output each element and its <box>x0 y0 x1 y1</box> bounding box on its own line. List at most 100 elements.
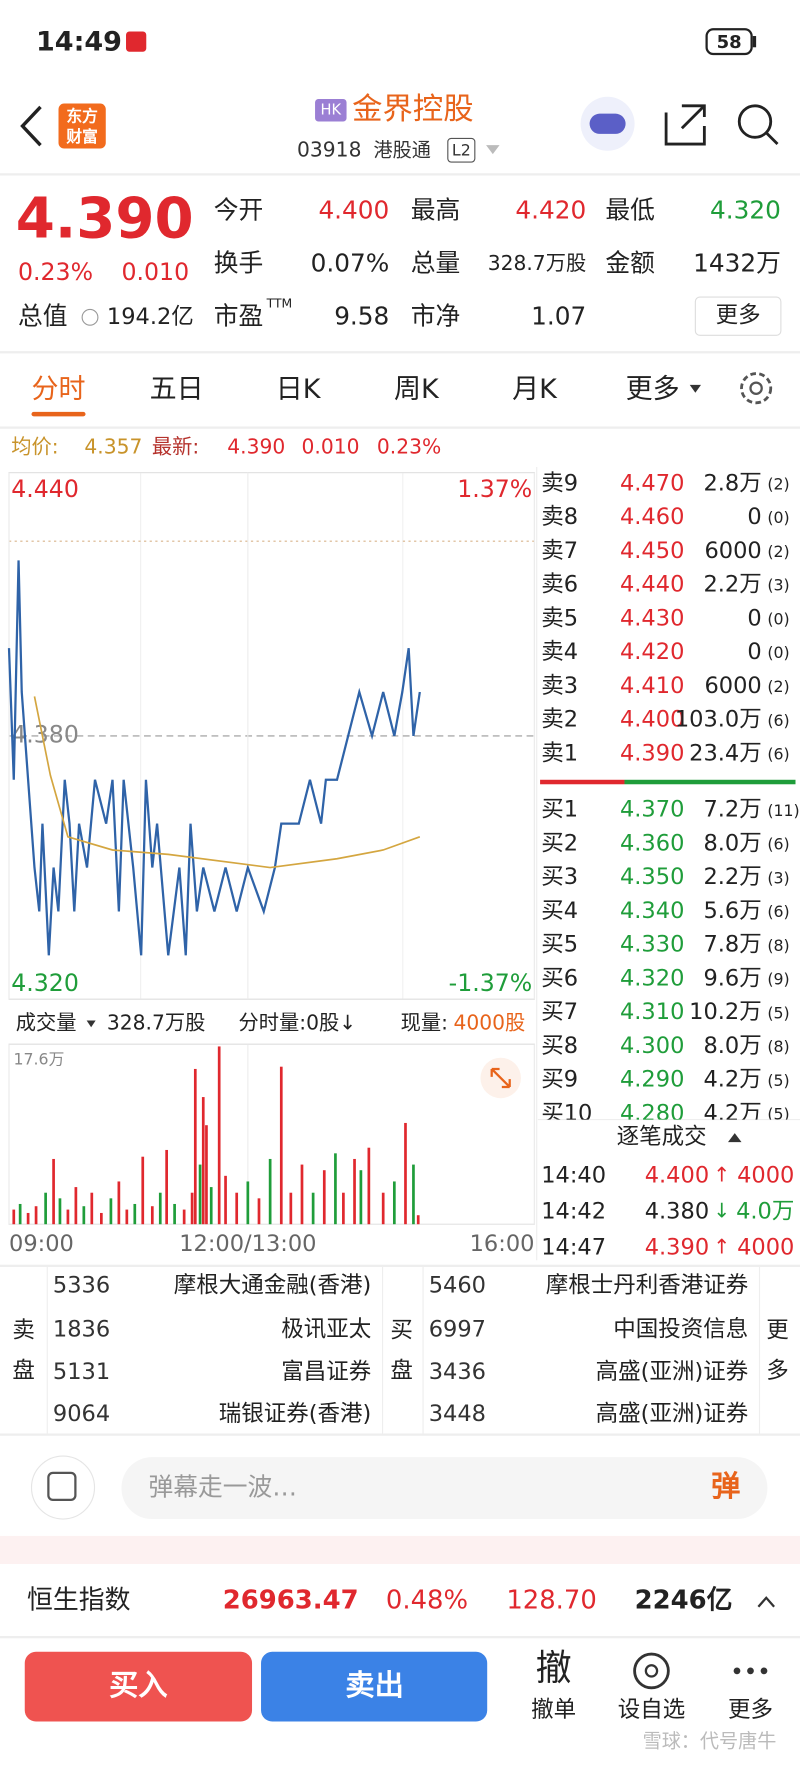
tab[interactable]: 日K <box>276 374 322 405</box>
danmaku-button[interactable]: 弹 <box>711 1469 740 1503</box>
cancel-icon[interactable]: 撤 <box>536 1648 572 1689</box>
trade-price: 4.380 <box>645 1198 709 1224</box>
more-label[interactable]: 更多 <box>716 303 761 329</box>
book-volume: 10.2万 <box>689 999 762 1025</box>
book-count: (2) <box>767 474 789 493</box>
stat-label: 总量 <box>411 248 461 277</box>
volume-bar <box>141 1156 145 1225</box>
more-dot[interactable] <box>760 1667 768 1675</box>
sell-button[interactable] <box>261 1651 488 1722</box>
current-label: 现量: <box>401 1010 448 1034</box>
watch-icon[interactable] <box>633 1652 670 1690</box>
book-count: (6) <box>767 902 789 921</box>
connect-label: 港股通 <box>374 138 431 161</box>
book-volume: 6000 <box>704 673 761 699</box>
volume-bar <box>117 1181 121 1225</box>
book-count: (6) <box>767 745 789 764</box>
tab[interactable]: 分时 <box>32 374 86 405</box>
broker-more[interactable]: 更 <box>766 1318 789 1344</box>
book-label: 卖6 <box>541 572 578 598</box>
more-dot[interactable] <box>733 1667 741 1675</box>
volume-bar <box>392 1181 396 1225</box>
stat-label: 换手 <box>214 248 264 277</box>
volume-label[interactable]: 成交量 <box>16 1010 77 1034</box>
trades-toggle[interactable] <box>727 1133 742 1143</box>
battery-tip <box>752 36 757 48</box>
index-change-pct: 0.48% <box>386 1586 468 1616</box>
y-tick-label: 17.6万 <box>14 1049 65 1068</box>
book-volume: 7.2万 <box>703 797 761 823</box>
buy-button[interactable] <box>24 1651 253 1722</box>
book-count: (3) <box>767 868 789 887</box>
comment-input[interactable] <box>121 1457 768 1520</box>
stat-label: 金额 <box>605 248 655 277</box>
more-dot[interactable] <box>747 1667 754 1675</box>
book-price: 4.410 <box>620 673 684 699</box>
battery <box>705 28 753 56</box>
volume-bar <box>193 1068 197 1225</box>
buy-label[interactable]: 买入 <box>109 1668 167 1702</box>
book-volume: 9.6万 <box>703 965 761 991</box>
share-icon[interactable] <box>664 104 706 146</box>
volume-bar <box>58 1198 62 1225</box>
book-count: (5) <box>767 1003 789 1022</box>
broker-more[interactable]: 多 <box>766 1358 789 1384</box>
volume-bar <box>158 1192 162 1225</box>
volume-bar <box>300 1164 304 1225</box>
avg-price: 4.357 <box>84 434 142 458</box>
tab-dropdown[interactable] <box>689 384 701 393</box>
x-tick-label: 16:00 <box>470 1231 535 1257</box>
volume-dropdown[interactable] <box>86 1020 96 1028</box>
x-tick-label: 09:00 <box>9 1231 74 1257</box>
more-label[interactable]: 更多 <box>728 1697 773 1723</box>
price-line <box>7 560 421 956</box>
volume-bar <box>257 1198 261 1225</box>
book-price: 4.460 <box>620 504 684 530</box>
dropdown-arrow[interactable] <box>486 145 500 155</box>
index-expand[interactable] <box>757 1596 775 1608</box>
index-change: 128.70 <box>506 1586 596 1616</box>
index-name: 恒生指数 <box>27 1586 131 1616</box>
battery-level: 58 <box>717 32 742 53</box>
volume-bar <box>18 1203 22 1225</box>
x-tick-label: 12:00/13:00 <box>179 1231 316 1257</box>
info-icon[interactable] <box>81 308 99 326</box>
volume-bar <box>289 1192 293 1225</box>
comment-placeholder[interactable]: 弹幕走一波… <box>149 1473 297 1502</box>
stat-label: 最高 <box>411 196 461 225</box>
book-price: 4.340 <box>620 898 684 924</box>
more-button[interactable] <box>694 296 782 336</box>
tab[interactable]: 月K <box>512 374 558 405</box>
book-price: 4.400 <box>620 707 684 733</box>
volume-bar <box>311 1192 315 1225</box>
book-label: 买7 <box>541 999 578 1025</box>
broker-id: 6997 <box>429 1316 486 1342</box>
search-icon[interactable] <box>737 104 773 139</box>
comment-icon[interactable] <box>30 1455 96 1520</box>
cancel-label[interactable]: 撤单 <box>531 1697 576 1723</box>
tab[interactable]: 五日 <box>150 374 204 405</box>
settings-icon[interactable] <box>740 372 773 405</box>
volume-bar <box>52 1158 55 1225</box>
stat-value: 4.400 <box>318 196 389 225</box>
stock-name: 金界控股 <box>352 92 473 127</box>
sell-label[interactable]: 卖出 <box>345 1668 404 1702</box>
watch-label[interactable]: 设自选 <box>618 1697 686 1723</box>
volume-bar <box>66 1209 70 1225</box>
tab[interactable]: 周K <box>394 374 440 405</box>
book-label: 买3 <box>541 864 578 890</box>
book-price: 4.300 <box>620 1033 684 1059</box>
book-count: (6) <box>767 711 789 730</box>
back-button[interactable] <box>20 105 42 147</box>
trade-price: 4.390 <box>645 1234 709 1260</box>
side-label: 卖 <box>12 1318 35 1344</box>
tab[interactable]: 更多 <box>626 374 680 405</box>
book-volume: 0 <box>747 605 761 631</box>
book-price: 4.350 <box>620 864 684 890</box>
book-count: (11) <box>767 801 799 820</box>
stat-value: 328.7万股 <box>488 251 586 275</box>
trades-title[interactable]: 逐笔成交 <box>617 1124 707 1150</box>
volume-bar <box>209 1187 213 1225</box>
